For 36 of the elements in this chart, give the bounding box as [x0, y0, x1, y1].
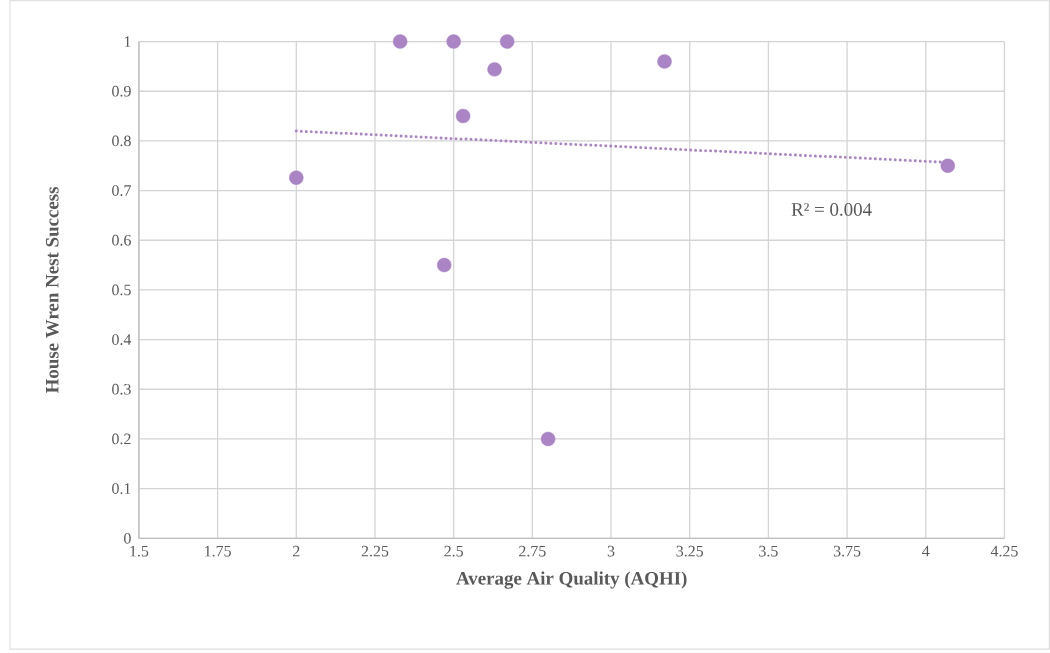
y-tick-label: 0.6 — [112, 234, 131, 246]
x-tick-label: 4 — [922, 545, 930, 557]
point — [540, 431, 556, 447]
point — [392, 34, 408, 49]
x-tick-label: 2.25 — [361, 545, 389, 557]
y-tick-label: 0.1 — [112, 483, 131, 494]
y-tick-label: 0.7 — [112, 185, 131, 196]
point — [940, 158, 955, 173]
x-tick-label: 2.75 — [519, 545, 546, 557]
point — [455, 108, 471, 124]
annotation: R² = 0.004 — [791, 202, 872, 216]
point — [487, 62, 502, 77]
point — [437, 257, 452, 273]
y-tick-label: 0.3 — [112, 383, 131, 395]
x-tick-label: 1.75 — [205, 545, 231, 557]
x-tick-label: 1.5 — [130, 545, 149, 557]
y-tick-label: 0 — [124, 532, 131, 544]
x-axis-title: Average Air Quality (AQHI) — [456, 571, 687, 589]
point — [446, 34, 461, 49]
y-axis-title: House Wren Nest Success — [45, 186, 59, 393]
x-tick-label: 3 — [607, 545, 615, 557]
x-tick-label: 2 — [293, 545, 300, 557]
point — [499, 34, 515, 49]
point — [657, 54, 672, 69]
y-tick-label: 0.4 — [112, 334, 132, 345]
x-tick-label: 3.5 — [759, 545, 778, 557]
x-tick-label: 2.5 — [444, 545, 463, 557]
y-tick-label: 0.5 — [112, 284, 131, 296]
x-tick-label: 3.75 — [833, 545, 861, 557]
point — [289, 170, 304, 185]
y-tick-label: 0.8 — [112, 135, 131, 147]
x-tick-label: 3.25 — [676, 545, 704, 557]
y-tick-label: 0.2 — [112, 433, 131, 445]
y-tick-label: 0.9 — [112, 85, 131, 97]
y-tick-label: 1 — [124, 36, 131, 47]
x-tick-label: 4.25 — [990, 545, 1018, 557]
